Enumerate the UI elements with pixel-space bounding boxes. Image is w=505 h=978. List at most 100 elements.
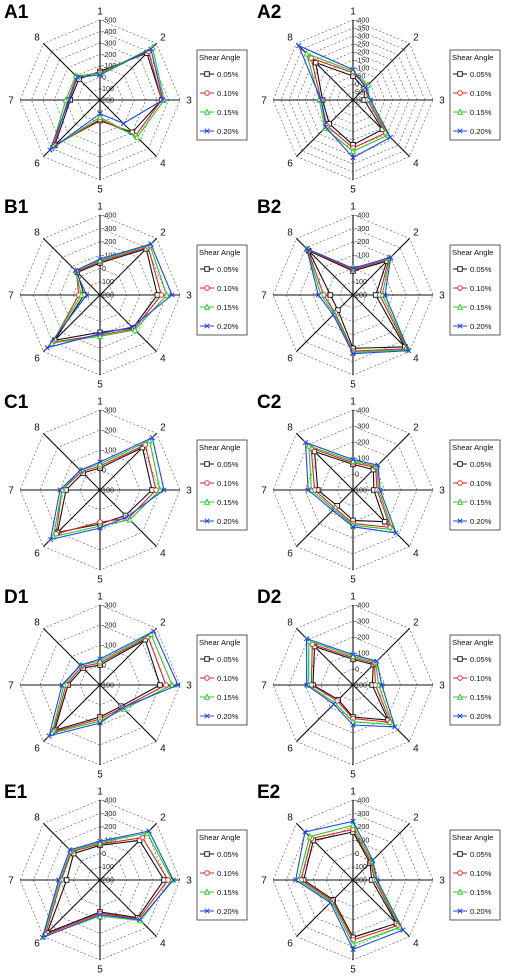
- panel-label: B1: [4, 197, 29, 218]
- axis-label: 7: [8, 876, 14, 887]
- legend-entry: 0.05%: [470, 265, 492, 274]
- tick-label: -400: [355, 601, 369, 610]
- data-point: [160, 97, 166, 103]
- legend-title: Shear Angle: [199, 638, 240, 647]
- axis-spoke: [352, 823, 410, 881]
- data-point: [120, 120, 127, 127]
- grid-ring: [299, 241, 407, 349]
- legend-entry: 0.20%: [217, 907, 239, 916]
- tick-label: 0: [102, 661, 106, 670]
- tick-label: 0: [102, 73, 106, 82]
- data-point: [97, 838, 103, 844]
- legend-marker: [204, 870, 210, 876]
- data-point: [158, 292, 165, 298]
- axis-label: 2: [413, 423, 419, 434]
- tick-label: -400: [355, 406, 369, 415]
- grid-ring: [296, 43, 410, 157]
- axis-spoke: [296, 879, 354, 937]
- legend-title: Shear Angle: [199, 53, 240, 62]
- legend-entry: 0.15%: [217, 693, 239, 702]
- data-point: [293, 877, 299, 883]
- axis-label: 2: [413, 228, 419, 239]
- tick-label: -200: [355, 633, 369, 642]
- axis-label: 2: [160, 813, 166, 824]
- radar-panel-b1: 1 2 3 4 5 6 7 8 -400 -300 -200 -100 0 100 200 B1 Shear A…: [4, 197, 248, 391]
- data-point: [374, 658, 380, 664]
- data-point: [303, 682, 310, 688]
- axis-label: 2: [160, 618, 166, 629]
- legend-entry: 0.10%: [217, 479, 239, 488]
- axis-label: 4: [413, 938, 419, 949]
- tick-label: -300: [102, 38, 116, 47]
- axis-label: 1: [97, 787, 103, 798]
- legend-marker: [203, 108, 211, 115]
- legend-entry: 0.20%: [470, 127, 492, 136]
- axis-label: 4: [413, 548, 419, 559]
- grid-ring: [288, 35, 418, 165]
- tick-label: 100: [355, 486, 367, 495]
- legend-entry: 0.10%: [217, 284, 239, 293]
- axis-label: 5: [350, 575, 356, 586]
- axis-label: 6: [34, 353, 40, 364]
- grid-ring: [39, 624, 161, 746]
- tick-label: 50: [355, 88, 363, 97]
- tick-label: -200: [355, 48, 369, 57]
- tick-label: 100: [102, 84, 114, 93]
- legend-entry: 0.10%: [217, 89, 239, 98]
- radar-panel-d1: 1 2 3 4 5 6 7 8 -300 -200 -100 0 100 D1 Shear Angle 0.0…: [4, 587, 248, 781]
- axis-spoke: [43, 238, 101, 296]
- tick-label: 100: [355, 96, 367, 105]
- axis-label: 3: [439, 681, 445, 692]
- axis-spoke: [352, 433, 410, 491]
- data-point: [149, 435, 155, 441]
- data-point: [97, 331, 103, 337]
- axis-spoke: [43, 628, 101, 686]
- panel-label: B2: [257, 197, 281, 218]
- legend-entry: 0.20%: [217, 127, 239, 136]
- axis-label: 5: [97, 380, 103, 391]
- legend-marker: [457, 908, 463, 914]
- axis-spoke: [99, 99, 157, 157]
- axis-label: 3: [439, 96, 445, 107]
- axis-label: 7: [261, 291, 267, 302]
- data-point: [350, 946, 356, 952]
- legend-marker: [457, 656, 463, 662]
- tick-label: -100: [355, 64, 369, 73]
- axis-label: 7: [8, 486, 14, 497]
- data-point: [315, 292, 321, 298]
- tick-label: -100: [102, 61, 116, 70]
- axis-label: 6: [287, 158, 293, 169]
- legend-entry: 0.10%: [470, 674, 492, 683]
- data-point: [124, 514, 130, 520]
- tick-label: -200: [102, 50, 116, 59]
- legend-entry: 0.05%: [470, 850, 492, 859]
- axis-spoke: [43, 43, 101, 101]
- data-point: [330, 312, 336, 318]
- tick-label: -200: [355, 438, 369, 447]
- data-point: [56, 877, 62, 883]
- data-point: [327, 292, 334, 298]
- axis-label: 8: [287, 423, 293, 434]
- data-point: [302, 829, 308, 835]
- data-point: [375, 681, 382, 688]
- data-point: [350, 818, 356, 824]
- data-point: [139, 834, 146, 841]
- axis-label: 7: [8, 96, 14, 107]
- data-point: [63, 877, 70, 883]
- data-point: [119, 704, 126, 711]
- legend-marker: [457, 461, 463, 467]
- tick-label: -300: [355, 224, 369, 233]
- data-point: [134, 133, 141, 140]
- data-point: [318, 97, 324, 103]
- axis-label: 6: [287, 938, 293, 949]
- legend-marker: [203, 303, 211, 310]
- grid-ring: [59, 644, 141, 726]
- legend-marker: [204, 461, 210, 467]
- axis-label: 6: [34, 938, 40, 949]
- grid-ring: [288, 425, 418, 555]
- data-point: [39, 934, 46, 941]
- data-point: [367, 97, 374, 103]
- radar-panel-d2: 1 2 3 4 5 6 7 8 -400 -300 -200 -100 0 100 D2 Shear Angl…: [257, 587, 501, 781]
- axis-label: 4: [413, 743, 419, 754]
- axis-label: 5: [350, 965, 356, 976]
